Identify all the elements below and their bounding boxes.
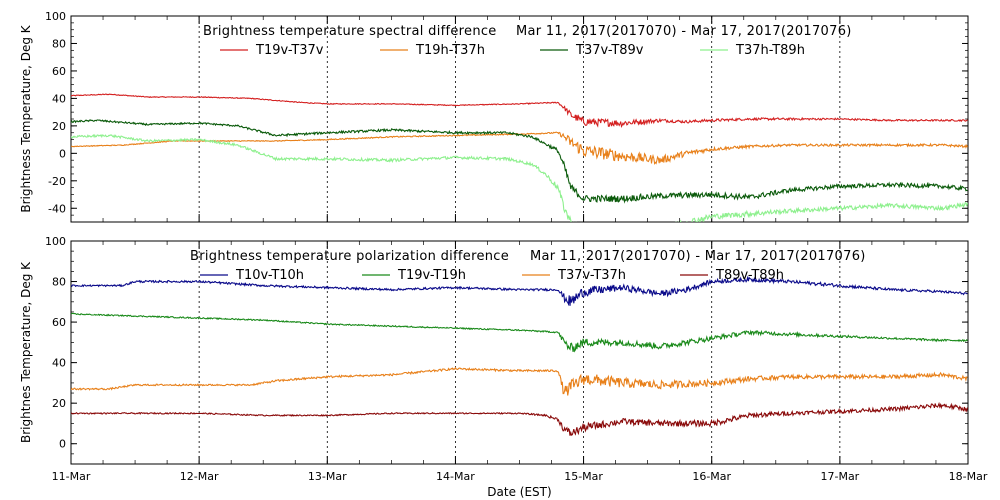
chart-subtitle: Mar 11, 2017(2017070) - Mar 17, 2017(201… — [516, 24, 852, 39]
y-tick-label: 20 — [52, 120, 66, 133]
y-tick-label: -20 — [48, 175, 66, 188]
y-axis-label: Brightnes Temperature, Deg K — [19, 261, 33, 443]
y-tick-label: 20 — [52, 397, 66, 410]
series-line-T19v-T19h — [71, 312, 968, 353]
legend-label: T89v-T89h — [715, 268, 784, 283]
series-group — [71, 275, 968, 436]
series-line-T37v-T89v — [71, 119, 968, 204]
x-tick-label: 11-Mar — [52, 470, 91, 483]
y-tick-label: 80 — [52, 276, 66, 289]
chart-panel-1: -40 -20 0 20 40 60 80 100 Brightness temperature… — [19, 10, 969, 223]
chart-panel-2: 0 20 40 60 80 100 11-Mar 12-Mar 13-Mar 14-Mar 15-M… — [19, 235, 988, 499]
x-tick-label: 14-Mar — [436, 470, 475, 483]
legend-label: T10v-T10h — [235, 268, 304, 283]
y-tick-label: 100 — [45, 235, 66, 248]
legend-label: T37v-T37h — [557, 268, 626, 283]
legend-label: T19v-T19h — [397, 268, 466, 283]
legend-label: T19h-T37h — [415, 43, 485, 58]
series-line-T19h-T37h — [71, 131, 968, 166]
y-tick-label: 100 — [45, 10, 66, 23]
y-tick-label: 0 — [59, 147, 66, 160]
series-line-T89v-T89h — [71, 401, 968, 436]
legend-label: T37h-T89h — [735, 43, 805, 58]
chart-title: Brightness temperature spectral differen… — [203, 24, 497, 39]
x-tick-label: 13-Mar — [308, 470, 347, 483]
chart-subtitle: Mar 11, 2017(2017070) - Mar 17, 2017(201… — [530, 249, 866, 264]
x-tick-label: 17-Mar — [820, 470, 859, 483]
series-line-T19v-T37v — [71, 93, 968, 129]
legend-label: T19v-T37v — [255, 43, 324, 58]
x-axis-label: Date (EST) — [487, 485, 551, 499]
y-tick-label: 40 — [52, 357, 66, 370]
y-tick-label: 60 — [52, 316, 66, 329]
y-tick-label: -40 — [48, 202, 66, 215]
x-tick-label: 12-Mar — [180, 470, 219, 483]
series-line-T37h-T89h — [71, 133, 968, 222]
x-tick-label: 16-Mar — [692, 470, 731, 483]
x-tick-label: 15-Mar — [564, 470, 603, 483]
x-tick-label: 18-Mar — [949, 470, 988, 483]
series-line-T37v-T37h — [71, 366, 968, 396]
y-tick-label: 40 — [52, 92, 66, 105]
chart-title: Brightness temperature polarization diff… — [190, 249, 509, 264]
y-tick-label: 80 — [52, 37, 66, 50]
y-tick-label: 0 — [59, 438, 66, 451]
y-axis-label: Brightness Temperature, Deg K — [19, 24, 33, 212]
legend-label: T37v-T89v — [575, 43, 644, 58]
series-line-T10v-T10h — [71, 275, 968, 307]
y-tick-label: 60 — [52, 65, 66, 78]
series-group — [71, 93, 968, 222]
